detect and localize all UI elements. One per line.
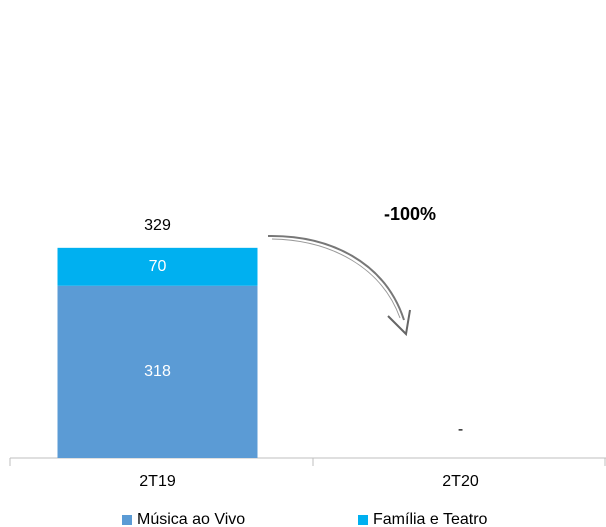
value-label: 318 xyxy=(144,363,171,380)
value-label: 70 xyxy=(149,258,167,275)
bar-segment xyxy=(57,285,258,458)
arrow xyxy=(271,238,401,319)
arrow xyxy=(267,234,405,321)
x-tick-label: 2T20 xyxy=(442,473,479,490)
bar-segment xyxy=(57,247,258,286)
annotation: -100% xyxy=(384,204,436,224)
legend-swatch xyxy=(358,515,368,525)
legend-swatch xyxy=(122,515,132,525)
legend-label: Música ao Vivo xyxy=(137,511,245,527)
x-tick-label: 2T19 xyxy=(139,473,176,490)
total-label: - xyxy=(458,421,463,438)
arrow-head xyxy=(387,309,411,337)
legend-label: Família e Teatro xyxy=(373,511,488,527)
total-label: 329 xyxy=(144,217,171,234)
